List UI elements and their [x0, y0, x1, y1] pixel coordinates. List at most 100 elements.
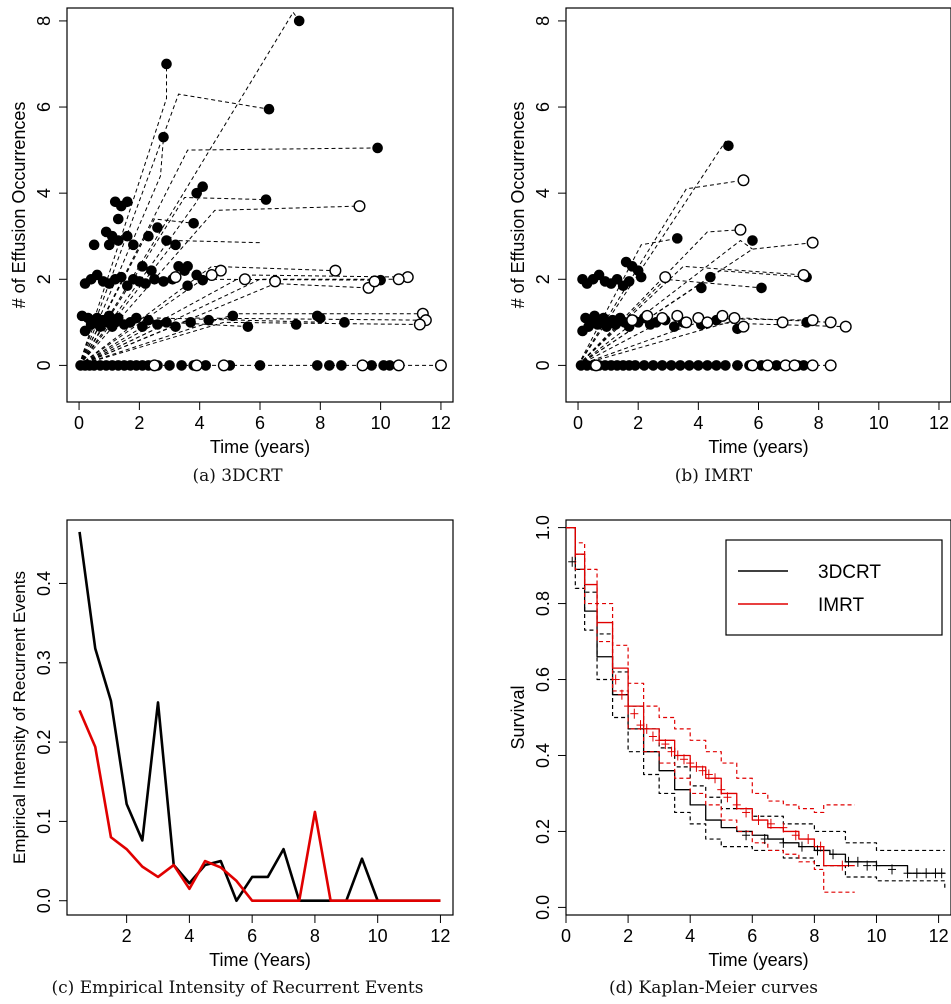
series-line-c — [78, 531, 441, 903]
plot-frame-d — [565, 519, 951, 916]
plot-frame-c — [66, 519, 454, 916]
censored-point-a — [190, 359, 203, 372]
subject-path-b — [577, 229, 741, 366]
event-point-a — [170, 321, 181, 332]
x-tick-label-d: 6 — [747, 926, 757, 946]
censored-point-a — [356, 359, 369, 372]
event-point-a — [197, 274, 209, 286]
x-axis-label-a: Time (years) — [210, 437, 310, 457]
x-tick-label-d: 4 — [685, 926, 695, 946]
x-tick-label-d: 12 — [929, 926, 949, 946]
plot-area-d — [566, 526, 946, 893]
y-axis-label-a: # of Effusion Occurrences — [9, 102, 29, 309]
legend-label: IMRT — [818, 595, 864, 616]
event-point-a — [146, 265, 157, 276]
censored-point-a — [238, 273, 251, 286]
x-tick-label-a: 12 — [431, 413, 451, 433]
event-point-a — [122, 230, 133, 242]
x-tick-label-c: 4 — [184, 926, 194, 946]
censored-point-b — [824, 316, 837, 329]
censored-point-b — [788, 359, 801, 372]
censored-point-a — [392, 359, 405, 372]
y-tick-label-a: 2 — [34, 274, 54, 284]
censored-point-b — [656, 312, 669, 325]
event-point-a — [115, 271, 127, 283]
censored-point-a — [217, 359, 230, 372]
event-point-a — [161, 317, 172, 328]
censored-point-a — [392, 273, 405, 286]
event-point-b — [720, 360, 731, 371]
event-point-a — [122, 196, 133, 208]
y-tick-label-d: 1.0 — [533, 515, 553, 540]
x-tick-label-a: 10 — [371, 413, 391, 433]
censored-point-a — [205, 268, 218, 281]
event-point-a — [131, 312, 142, 324]
event-point-b — [665, 360, 677, 371]
y-tick-label-c: 0.1 — [34, 809, 54, 834]
subject-path-a — [78, 274, 408, 366]
plot-area-c — [78, 531, 441, 903]
censored-point-b — [701, 316, 714, 329]
y-tick-label-d: 0.6 — [533, 667, 553, 692]
x-axis-label-d: Time (years) — [708, 950, 808, 970]
censored-point-b — [839, 320, 852, 333]
event-point-a — [137, 261, 148, 272]
y-tick-label-d: 0.4 — [533, 743, 553, 768]
x-tick-label-b: 2 — [633, 413, 643, 433]
event-point-a — [112, 235, 124, 246]
event-point-a — [311, 360, 323, 371]
censored-point-a — [434, 359, 447, 372]
censored-point-b — [728, 312, 741, 325]
y-tick-label-a: 0 — [34, 360, 54, 370]
plot-frame-b — [565, 7, 951, 403]
event-point-a — [182, 280, 193, 292]
censored-point-b — [716, 309, 729, 322]
event-point-a — [290, 319, 302, 330]
subject-path-a — [78, 63, 168, 366]
subject-path-a — [78, 265, 336, 366]
x-tick-label-d: 2 — [623, 926, 633, 946]
plot-area-b — [575, 140, 852, 372]
censored-point-b — [734, 223, 747, 236]
event-point-a — [263, 103, 275, 115]
censored-point-b — [671, 309, 684, 322]
event-point-b — [798, 360, 809, 371]
event-point-a — [315, 312, 326, 324]
x-tick-label-a: 6 — [255, 413, 265, 433]
event-point-a — [140, 278, 151, 289]
event-point-b — [705, 271, 716, 283]
event-point-a — [227, 310, 239, 322]
event-point-a — [372, 142, 383, 154]
event-point-b — [656, 360, 668, 371]
subject-path-a — [78, 317, 327, 366]
event-point-a — [188, 218, 199, 229]
series-line-d — [566, 526, 855, 814]
subject-path-a — [78, 196, 267, 366]
x-tick-label-c: 12 — [430, 926, 450, 946]
subject-path-b — [577, 239, 753, 366]
y-tick-label-d: 0.0 — [533, 895, 553, 920]
event-point-a — [170, 239, 181, 251]
y-tick-label-b: 4 — [533, 188, 553, 198]
censored-point-b — [806, 314, 819, 327]
y-tick-label-c: 0.3 — [34, 650, 54, 675]
x-tick-label-c: 10 — [368, 926, 388, 946]
censored-point-a — [368, 275, 381, 288]
censored-point-b — [776, 316, 789, 329]
subject-path-a — [78, 240, 261, 366]
event-point-b — [623, 276, 635, 287]
y-tick-label-d: 0.2 — [533, 819, 553, 844]
x-tick-label-c: 2 — [122, 926, 132, 946]
y-tick-label-b: 0 — [533, 360, 553, 370]
x-tick-label-d: 10 — [866, 926, 886, 946]
subject-path-a — [78, 205, 360, 366]
censored-point-b — [737, 320, 750, 333]
event-point-b — [747, 235, 758, 246]
event-point-a — [161, 235, 172, 246]
y-tick-label-b: 6 — [533, 102, 553, 112]
event-point-b — [693, 360, 704, 371]
subject-path-a — [78, 147, 378, 366]
caption-c: (c) Empirical Intensity of Recurrent Eve… — [51, 978, 424, 998]
event-point-a — [176, 360, 187, 371]
